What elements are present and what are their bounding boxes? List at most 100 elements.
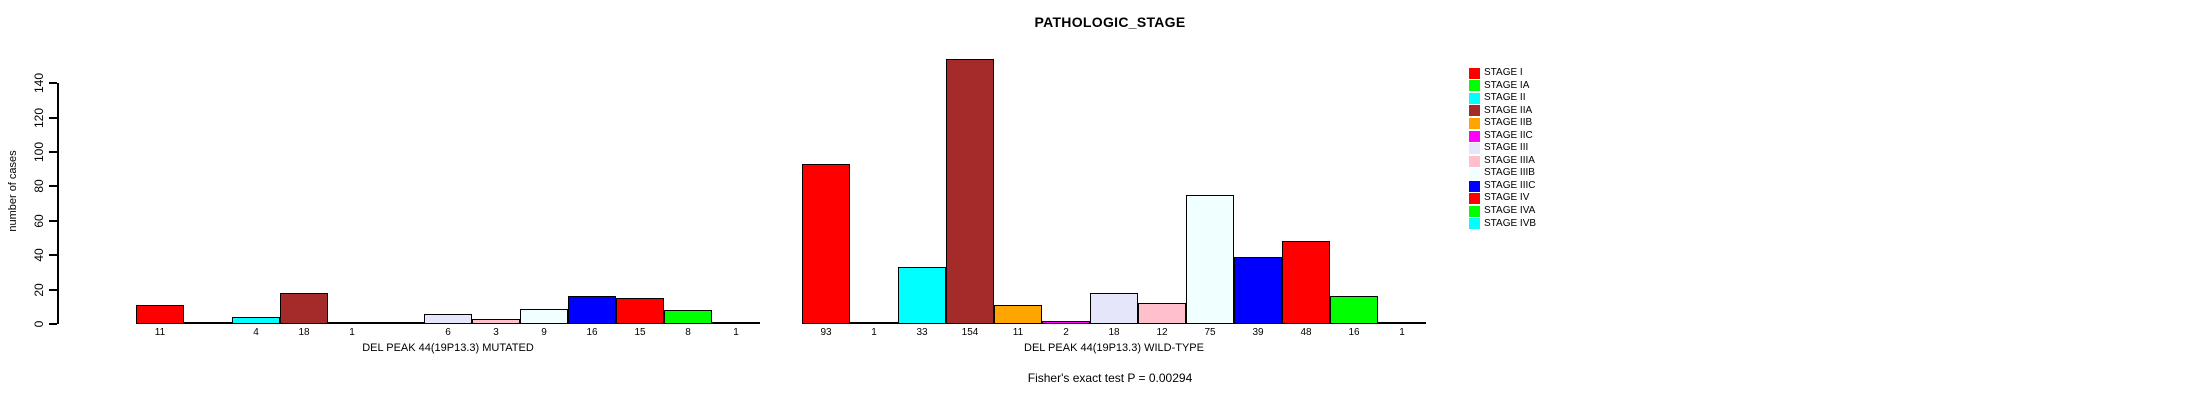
bar xyxy=(946,59,994,324)
bar-value-label: 1 xyxy=(349,327,355,338)
x-axis-label-mutated: DEL PEAK 44(19P13.3) MUTATED xyxy=(362,342,534,354)
legend-label: STAGE IIA xyxy=(1484,104,1533,116)
bar-value-label: 4 xyxy=(253,327,259,338)
bar xyxy=(898,267,946,324)
legend-swatch xyxy=(1469,105,1480,117)
legend-swatch xyxy=(1469,130,1480,142)
bar-value-label: 1 xyxy=(871,327,877,338)
bar-value-label: 18 xyxy=(298,327,310,338)
bar xyxy=(850,322,898,324)
x-axis-label-wild-type: DEL PEAK 44(19P13.3) WILD-TYPE xyxy=(1024,342,1204,354)
bar xyxy=(1234,257,1282,324)
legend-label: STAGE II xyxy=(1484,92,1526,104)
legend-swatch xyxy=(1469,117,1480,129)
legend-label: STAGE IIIC xyxy=(1484,179,1536,191)
legend-label: STAGE IIIB xyxy=(1484,167,1535,179)
legend-label: STAGE IV xyxy=(1484,192,1530,204)
bar-value-label: 18 xyxy=(1108,327,1120,338)
bar xyxy=(994,305,1042,324)
bar xyxy=(664,310,712,324)
bar-value-label: 6 xyxy=(445,327,451,338)
bar-value-label: 16 xyxy=(586,327,598,338)
y-tick-mark xyxy=(49,254,57,257)
legend-swatch xyxy=(1469,205,1480,217)
legend-label: STAGE IVB xyxy=(1484,217,1537,229)
bar-value-label: 75 xyxy=(1204,327,1216,338)
legend-item: STAGE IIB xyxy=(1469,117,1536,130)
bar xyxy=(712,322,760,324)
bar xyxy=(136,305,184,324)
y-tick-label: 140 xyxy=(32,73,46,94)
legend-item: STAGE IVA xyxy=(1469,205,1536,218)
y-tick-label: 80 xyxy=(32,179,46,194)
bar xyxy=(1378,322,1426,324)
legend-item: STAGE IIIC xyxy=(1469,180,1536,193)
bar xyxy=(1090,293,1138,324)
legend-swatch xyxy=(1469,155,1480,167)
legend-swatch xyxy=(1469,193,1480,205)
bar-value-label: 9 xyxy=(541,327,547,338)
legend-item: STAGE IA xyxy=(1469,80,1536,93)
bar xyxy=(568,296,616,324)
y-tick-mark xyxy=(49,288,57,291)
bar xyxy=(424,314,472,324)
bar-value-label: 1 xyxy=(733,327,739,338)
legend-label: STAGE IVA xyxy=(1484,205,1536,217)
bar-value-label: 15 xyxy=(634,327,646,338)
y-tick-label: 100 xyxy=(32,141,46,163)
y-tick-label: 20 xyxy=(32,282,46,297)
legend-item: STAGE IIA xyxy=(1469,105,1536,118)
bar xyxy=(232,317,280,324)
legend-item: STAGE II xyxy=(1469,92,1536,105)
y-tick-label: 120 xyxy=(32,107,46,128)
y-axis-line xyxy=(57,83,59,324)
y-tick-mark xyxy=(49,151,57,153)
legend-swatch xyxy=(1469,67,1480,79)
y-tick-mark xyxy=(49,82,57,85)
bar-value-label: 11 xyxy=(154,327,166,338)
legend-item: STAGE IIIA xyxy=(1469,155,1536,168)
legend-label: STAGE III xyxy=(1484,142,1529,154)
bar xyxy=(1186,195,1234,324)
legend-swatch xyxy=(1469,168,1480,180)
bar-value-label: 39 xyxy=(1252,327,1264,338)
bar xyxy=(1138,303,1186,324)
bar-value-label: 2 xyxy=(1063,327,1069,338)
legend-item: STAGE IV xyxy=(1469,192,1536,205)
legend-swatch xyxy=(1469,80,1480,92)
bar-group: 11 4 18 1 6 3 9 16 15 8 1 xyxy=(136,0,760,338)
bar xyxy=(802,164,850,324)
y-axis-label: number of cases xyxy=(7,150,19,232)
legend-item: STAGE IVB xyxy=(1469,218,1536,231)
bar-value-label: 11 xyxy=(1012,327,1024,338)
legend-swatch xyxy=(1469,92,1480,104)
bar-value-label: 1 xyxy=(1399,327,1405,338)
chart-title: PATHOLOGIC_STAGE xyxy=(1034,14,1186,30)
bar-value-label: 8 xyxy=(685,327,691,338)
bar-value-label: 12 xyxy=(1156,327,1168,338)
bar xyxy=(280,293,328,324)
bar-group: 93 1 33 154 11 2 18 12 75 39 48 16 1 xyxy=(802,0,1426,338)
y-tick-mark xyxy=(49,116,57,119)
legend: STAGE I STAGE IA STAGE II STAGE IIA STAGE II… xyxy=(1469,67,1536,230)
bar-value-label: 93 xyxy=(820,327,832,338)
bar-value-label: 3 xyxy=(493,327,499,338)
y-tick-mark xyxy=(49,323,57,325)
bar-value-label: 16 xyxy=(1348,327,1360,338)
legend-item: STAGE IIC xyxy=(1469,130,1536,143)
bar xyxy=(472,319,520,324)
legend-item: STAGE III xyxy=(1469,142,1536,155)
bar-value-label: 154 xyxy=(961,327,979,338)
fisher-test-annotation: Fisher's exact test P = 0.00294 xyxy=(1027,371,1193,385)
legend-item: STAGE IIIB xyxy=(1469,167,1536,180)
bar xyxy=(1282,241,1330,324)
y-tick-label: 40 xyxy=(32,248,46,262)
legend-label: STAGE IIIA xyxy=(1484,154,1535,166)
bar xyxy=(616,298,664,324)
bar-value-label: 33 xyxy=(916,327,928,338)
legend-item: STAGE I xyxy=(1469,67,1536,80)
bar-value-label: 48 xyxy=(1300,327,1312,338)
bar xyxy=(328,322,376,324)
legend-swatch xyxy=(1469,180,1480,192)
